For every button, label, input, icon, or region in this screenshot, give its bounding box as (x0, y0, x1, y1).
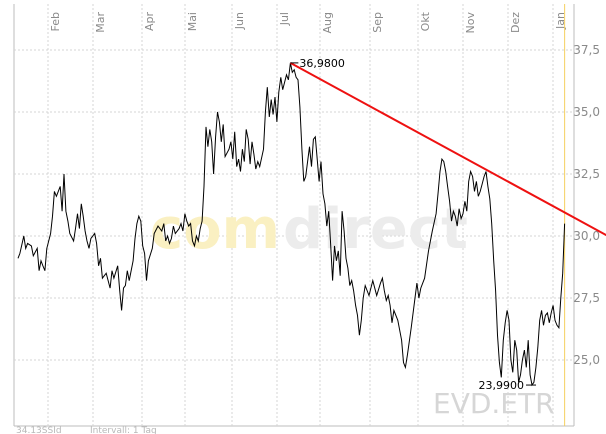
trend-line (289, 62, 606, 237)
price-series-line (17, 62, 566, 387)
x-tick-label: Jun (233, 12, 246, 30)
y-tick-label: 30,0 (573, 229, 600, 243)
x-tick-label: Jan (554, 12, 567, 30)
x-tick-label: Okt (419, 11, 432, 31)
x-axis-labels: Feb Mar Apr Mai Jun Jul Aug Sep Okt Nov Dez Jan (49, 11, 567, 33)
x-tick-label: Nov (464, 12, 477, 34)
watermark-direct: direct (283, 197, 468, 262)
high-value-label: 36,9800 (299, 57, 345, 70)
x-tick-label: Apr (143, 12, 156, 32)
footer-left: 34.13SSId (16, 426, 62, 434)
low-value-label: 23,9900 (479, 379, 525, 392)
x-tick-label: Jul (278, 12, 291, 26)
y-tick-label: 27,5 (573, 291, 600, 305)
x-tick-label: Sep (371, 12, 384, 33)
x-tick-label: Mar (94, 12, 107, 33)
grid (14, 4, 574, 426)
watermark-com: com (150, 197, 280, 262)
y-tick-label: 35,0 (573, 105, 600, 119)
ticker-label: EVD.ETR (433, 387, 555, 420)
annotations: 36,9800 23,9900 (290, 57, 537, 392)
x-tick-label: Feb (49, 12, 62, 31)
x-tick-label: Mai (186, 12, 199, 31)
y-tick-label: 25,0 (573, 353, 600, 367)
x-tick-label: Aug (321, 12, 334, 33)
y-tick-label: 32,5 (573, 167, 600, 181)
y-tick-label: 37,5 (573, 43, 600, 57)
x-tick-label: Dez (509, 12, 522, 33)
footer-interval: Intervall: 1 Tag (90, 426, 157, 434)
y-axis-labels: 37,5 35,0 32,5 30,0 27,5 25,0 (573, 43, 600, 367)
